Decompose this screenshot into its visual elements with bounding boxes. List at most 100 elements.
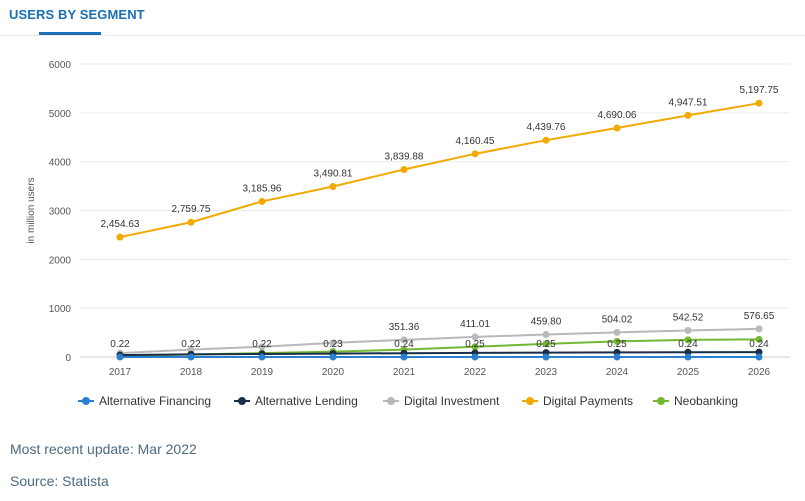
legend-dot-icon bbox=[238, 397, 246, 405]
data-label: 4,439.76 bbox=[527, 122, 566, 133]
legend-item[interactable]: Digital Payments bbox=[522, 394, 633, 408]
data-label: 0.22 bbox=[110, 339, 130, 350]
data-point bbox=[400, 336, 408, 344]
data-point bbox=[329, 353, 337, 361]
series-line bbox=[119, 351, 760, 357]
data-label: 576.65 bbox=[744, 311, 775, 322]
y-tick-label: 2000 bbox=[49, 255, 72, 266]
data-point bbox=[258, 197, 266, 205]
data-point bbox=[613, 353, 621, 361]
legend-item[interactable]: Neobanking bbox=[653, 394, 738, 408]
data-label: 0.22 bbox=[252, 339, 272, 350]
data-label: 0.25 bbox=[607, 339, 627, 350]
data-point bbox=[684, 336, 692, 344]
data-label: 459.80 bbox=[531, 317, 562, 328]
y-tick-label: 4000 bbox=[49, 158, 72, 169]
data-label: 3,839.88 bbox=[385, 151, 424, 162]
x-tick-label: 2019 bbox=[251, 367, 274, 378]
data-point bbox=[755, 353, 763, 361]
data-label: 2,759.75 bbox=[172, 204, 211, 215]
data-label: 0.24 bbox=[749, 339, 769, 350]
legend-marker-icon bbox=[653, 397, 669, 405]
x-tick-label: 2025 bbox=[677, 367, 700, 378]
update-note: Most recent update: Mar 2022 bbox=[10, 441, 197, 457]
legend-label: Alternative Financing bbox=[99, 394, 212, 408]
data-point bbox=[542, 340, 550, 348]
data-label: 411.01 bbox=[460, 319, 490, 330]
data-point bbox=[613, 124, 621, 132]
data-point bbox=[684, 327, 692, 335]
x-tick-label: 2023 bbox=[535, 367, 558, 378]
legend-dot-icon bbox=[526, 397, 534, 405]
data-label: 4,690.06 bbox=[598, 110, 637, 121]
x-tick-label: 2018 bbox=[180, 367, 203, 378]
data-label: 0.23 bbox=[323, 339, 343, 350]
legend-label: Digital Payments bbox=[543, 394, 634, 408]
data-point bbox=[542, 331, 550, 339]
y-axis-title: in million users bbox=[26, 177, 37, 243]
legend-marker-icon bbox=[234, 397, 250, 405]
y-tick-label: 5000 bbox=[49, 109, 72, 120]
line-chart: 0 1000 2000 3000 4000 5000 6000 in million user… bbox=[26, 60, 790, 378]
data-point bbox=[471, 333, 479, 341]
data-label: 0.25 bbox=[465, 339, 485, 350]
data-point bbox=[755, 325, 763, 333]
data-point bbox=[542, 353, 550, 361]
data-point bbox=[613, 328, 621, 336]
legend-item[interactable]: Alternative Financing bbox=[78, 394, 211, 408]
data-point bbox=[116, 353, 124, 361]
legend-item[interactable]: Alternative Lending bbox=[234, 394, 358, 408]
legend-marker-icon bbox=[522, 397, 538, 405]
legend-dot-icon bbox=[82, 397, 90, 405]
data-label: 4,947.51 bbox=[669, 97, 708, 108]
source-note: Source: Statista bbox=[10, 473, 109, 489]
x-tick-label: 2017 bbox=[109, 367, 132, 378]
data-point bbox=[329, 183, 337, 191]
data-label: 351.36 bbox=[389, 322, 420, 333]
x-tick-label: 2021 bbox=[393, 367, 416, 378]
data-label: 4,160.45 bbox=[456, 136, 495, 147]
data-point bbox=[471, 343, 479, 351]
data-label: 3,185.96 bbox=[243, 183, 282, 194]
y-tick-label: 0 bbox=[65, 353, 71, 364]
data-label: 5,197.75 bbox=[740, 85, 779, 96]
data-point bbox=[613, 337, 621, 345]
chart-legend: Alternative Financing Alternative Lending… bbox=[0, 394, 805, 412]
data-point bbox=[755, 99, 763, 107]
data-label: 0.25 bbox=[536, 339, 556, 350]
data-point bbox=[116, 233, 124, 241]
data-point bbox=[258, 343, 266, 351]
y-tick-label: 1000 bbox=[49, 304, 72, 315]
data-point bbox=[542, 136, 550, 144]
active-tab-indicator bbox=[39, 32, 101, 35]
legend-label: Digital Investment bbox=[404, 394, 500, 408]
legend-marker-icon bbox=[383, 397, 399, 405]
data-label: 504.02 bbox=[602, 314, 633, 325]
x-tick-label: 2024 bbox=[606, 367, 629, 378]
data-label: 0.22 bbox=[181, 339, 201, 350]
x-tick-label: 2026 bbox=[748, 367, 771, 378]
data-label: 0.24 bbox=[678, 339, 698, 350]
data-point bbox=[400, 353, 408, 361]
legend-dot-icon bbox=[657, 397, 665, 405]
data-point bbox=[684, 111, 692, 119]
data-point bbox=[187, 353, 195, 361]
series-line bbox=[119, 327, 760, 355]
series-line bbox=[119, 102, 760, 239]
data-point bbox=[755, 348, 763, 356]
data-point bbox=[258, 353, 266, 361]
legend-label: Neobanking bbox=[674, 394, 739, 408]
legend-marker-icon bbox=[78, 397, 94, 405]
data-point bbox=[400, 165, 408, 173]
x-tick-label: 2022 bbox=[464, 367, 487, 378]
data-point bbox=[684, 353, 692, 361]
header-divider bbox=[0, 35, 805, 36]
legend-dot-icon bbox=[387, 397, 395, 405]
legend-label: Alternative Lending bbox=[255, 394, 358, 408]
y-tick-label: 6000 bbox=[49, 60, 72, 71]
legend-item[interactable]: Digital Investment bbox=[383, 394, 499, 408]
data-point bbox=[755, 335, 763, 343]
tab-users-by-segment[interactable]: USERS BY SEGMENT bbox=[9, 7, 145, 22]
data-label: 0.24 bbox=[394, 339, 414, 350]
data-point bbox=[329, 339, 337, 347]
